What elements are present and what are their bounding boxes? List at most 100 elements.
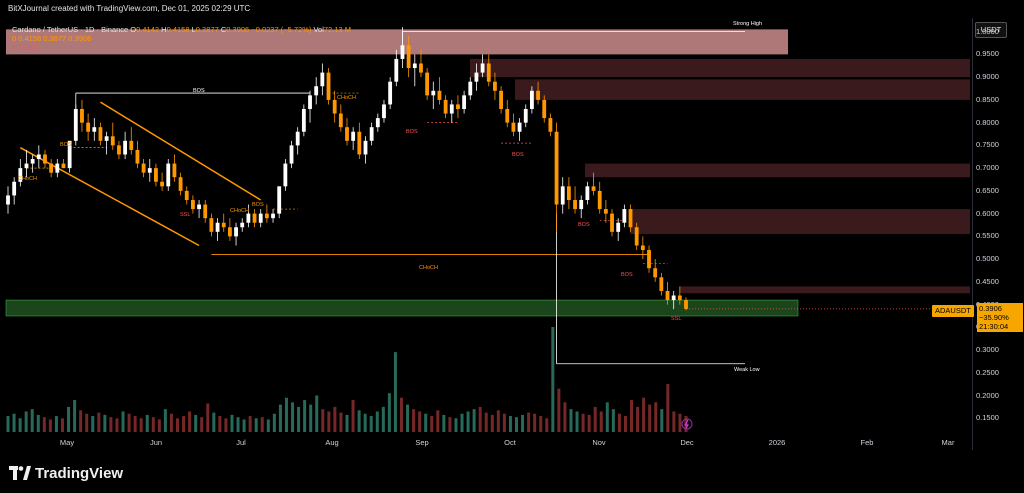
- candle-body: [554, 131, 559, 205]
- volume-bar: [127, 413, 131, 432]
- volume-bar: [176, 418, 179, 432]
- volume-bar: [515, 417, 518, 432]
- volume-bar: [508, 416, 512, 432]
- volume-value: 72.13 M: [323, 25, 351, 34]
- candle-body: [24, 163, 29, 169]
- candle-body: [30, 159, 35, 164]
- price-axis-tick: 0.5000: [976, 254, 999, 264]
- candle-body: [277, 186, 282, 214]
- candle-body: [172, 163, 177, 178]
- candle-body: [320, 72, 325, 87]
- volume-bar: [406, 404, 410, 432]
- time-axis-tick: Nov: [592, 438, 606, 447]
- volume-bar: [327, 411, 331, 432]
- symbol-label[interactable]: Cardano / TetherUS · 1D · Binance: [12, 25, 129, 34]
- candle-body: [443, 99, 448, 114]
- volume-bar: [581, 413, 585, 432]
- volume-bar: [18, 418, 22, 432]
- volume-bar: [333, 406, 337, 432]
- volume-bar: [478, 406, 482, 432]
- candle-body: [382, 104, 386, 119]
- volume-bar: [194, 414, 198, 432]
- price-axis-tick: 0.5500: [976, 231, 999, 241]
- candle-body: [345, 127, 349, 141]
- candle-body: [659, 277, 664, 291]
- volume-bar: [321, 409, 325, 432]
- candle-body: [425, 72, 430, 96]
- candle-body: [375, 118, 380, 128]
- candle-body: [314, 86, 319, 96]
- candle-body: [209, 218, 214, 232]
- candle-countdown: 21:30:04: [979, 322, 1009, 331]
- volume-bar: [157, 419, 161, 432]
- candle-body: [529, 90, 534, 109]
- candle-body: [289, 145, 294, 164]
- volume-bar: [139, 418, 143, 432]
- volume-bar: [369, 416, 373, 432]
- volume-bar: [309, 404, 313, 432]
- price-axis-tick: 0.1500: [976, 413, 999, 423]
- candle-body: [295, 131, 300, 146]
- volume-bar: [60, 418, 64, 432]
- volume-bar: [6, 416, 10, 432]
- price-axis-tick: 0.4500: [976, 276, 999, 286]
- bos-label: BOS: [578, 222, 590, 228]
- candle-body: [55, 163, 60, 173]
- currency-selector[interactable]: USDT: [975, 22, 1007, 38]
- volume-bar: [103, 414, 107, 432]
- volume-indicator-line: 72.13M: [12, 43, 38, 52]
- high-value: 0.4158: [166, 25, 190, 34]
- volume-bar: [630, 400, 634, 432]
- volume-bar: [200, 417, 204, 432]
- change-value: −0.0237 (−5.72%): [251, 25, 312, 34]
- zone-premium: [6, 29, 788, 55]
- candle-body: [258, 213, 263, 223]
- candle-body: [647, 250, 651, 269]
- candle-body: [684, 300, 688, 309]
- candle-body: [585, 186, 590, 200]
- candle-body: [640, 245, 645, 251]
- volume-bar: [315, 395, 319, 432]
- candle-body: [388, 81, 393, 105]
- tradingview-brand[interactable]: TradingView: [9, 463, 123, 483]
- volume-bar: [636, 406, 640, 432]
- volume-bar: [648, 404, 652, 432]
- volume-bar: [115, 418, 119, 432]
- candle-body: [419, 63, 423, 73]
- channel-lower-line: [19, 147, 200, 247]
- zone-supply: [680, 286, 970, 294]
- volume-bar: [109, 417, 113, 432]
- candle-body: [597, 190, 602, 210]
- volume-bar: [182, 416, 186, 432]
- last-price-value: 0.3906: [979, 304, 1002, 313]
- candle-body: [147, 168, 152, 173]
- candle-body: [394, 58, 399, 82]
- time-axis-tick: 2026: [768, 438, 786, 447]
- choch-label: CHoCH: [337, 95, 356, 101]
- candle-body: [369, 127, 374, 141]
- volume-bar: [363, 413, 367, 432]
- choch-label: CHoCH: [230, 208, 249, 214]
- bos-label: BOS: [406, 129, 418, 135]
- zone-supply: [470, 58, 970, 78]
- price-axis-tick: 0.8500: [976, 94, 999, 104]
- candle-body: [49, 163, 54, 173]
- price-axis-tick: 1.0000: [976, 26, 999, 36]
- time-axis-tick: Sep: [415, 438, 429, 447]
- volume-bar: [91, 416, 95, 432]
- volume-bar: [430, 416, 434, 432]
- volume-bar: [36, 414, 40, 432]
- candle-body: [154, 168, 158, 182]
- candle-body: [215, 222, 220, 232]
- candle-body: [603, 209, 608, 214]
- price-axis[interactable]: [972, 18, 1024, 450]
- volume-bar: [351, 400, 355, 432]
- volume-bar: [278, 404, 282, 432]
- price-axis-tick: 0.2000: [976, 390, 999, 400]
- candle-body: [166, 163, 171, 187]
- ticker-tag: ADAUSDT: [932, 305, 974, 317]
- volume-bar: [399, 397, 403, 432]
- volume-bar: [236, 417, 240, 432]
